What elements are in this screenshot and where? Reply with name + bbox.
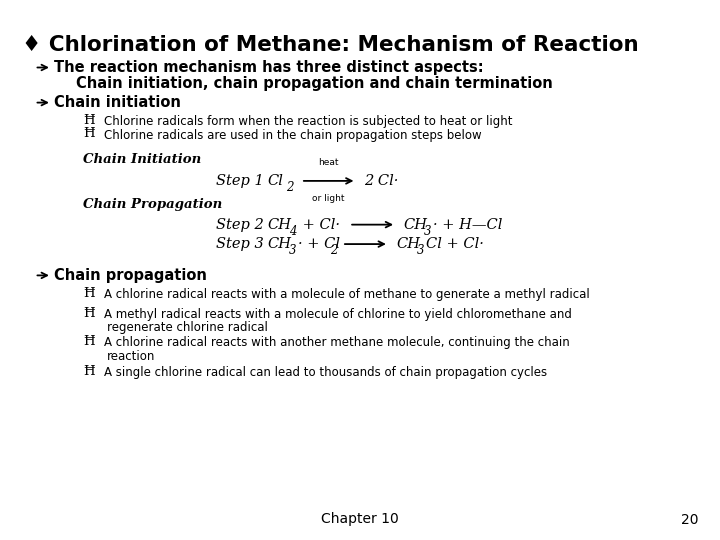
Text: Ħ: Ħ <box>83 335 94 348</box>
Text: reaction: reaction <box>107 350 155 363</box>
Text: Cl + Cl·: Cl + Cl· <box>426 237 484 251</box>
Text: Ħ: Ħ <box>83 365 94 378</box>
Text: 2: 2 <box>286 181 293 194</box>
Text: 2 Cl·: 2 Cl· <box>364 174 398 188</box>
Text: CH: CH <box>268 237 292 251</box>
Text: A methyl radical reacts with a molecule of chlorine to yield chloromethane and: A methyl radical reacts with a molecule … <box>104 308 572 321</box>
Text: Chain initiation: Chain initiation <box>54 95 181 110</box>
Text: Step 3: Step 3 <box>216 237 264 251</box>
Text: Step 2: Step 2 <box>216 218 264 232</box>
Text: A chlorine radical reacts with another methane molecule, continuing the chain: A chlorine radical reacts with another m… <box>104 336 570 349</box>
Text: CH: CH <box>268 218 292 232</box>
Text: Chain Propagation: Chain Propagation <box>83 198 222 211</box>
Text: Chlorine radicals are used in the chain propagation steps below: Chlorine radicals are used in the chain … <box>104 129 482 141</box>
Text: CH: CH <box>396 237 420 251</box>
Text: Step 1: Step 1 <box>216 174 264 188</box>
Text: Chlorine radicals form when the reaction is subjected to heat or light: Chlorine radicals form when the reaction… <box>104 115 513 128</box>
Text: Ħ: Ħ <box>83 114 94 127</box>
Text: The reaction mechanism has three distinct aspects:: The reaction mechanism has three distinc… <box>54 60 484 75</box>
Text: heat: heat <box>318 158 339 167</box>
Text: 3: 3 <box>417 244 424 257</box>
Text: Chain propagation: Chain propagation <box>54 268 207 283</box>
Text: A chlorine radical reacts with a molecule of methane to generate a methyl radica: A chlorine radical reacts with a molecul… <box>104 288 590 301</box>
Text: or light: or light <box>312 194 345 204</box>
Text: Ħ: Ħ <box>83 307 94 320</box>
Text: ♦ Chlorination of Methane: Mechanism of Reaction: ♦ Chlorination of Methane: Mechanism of … <box>22 35 638 55</box>
Text: A single chlorine radical can lead to thousands of chain propagation cycles: A single chlorine radical can lead to th… <box>104 366 547 379</box>
Text: Chain Initiation: Chain Initiation <box>83 153 201 166</box>
Text: CH: CH <box>403 218 427 232</box>
Text: + Cl·: + Cl· <box>298 218 340 232</box>
Text: 3: 3 <box>289 244 296 257</box>
Text: · + H—Cl: · + H—Cl <box>433 218 503 232</box>
Text: 2: 2 <box>330 244 338 257</box>
Text: · + Cl: · + Cl <box>298 237 340 251</box>
Text: 3: 3 <box>424 225 431 238</box>
Text: regenerate chlorine radical: regenerate chlorine radical <box>107 321 267 334</box>
Text: Cl: Cl <box>268 174 284 188</box>
Text: Ħ: Ħ <box>83 287 94 300</box>
Text: Chapter 10: Chapter 10 <box>321 512 399 526</box>
Text: Ħ: Ħ <box>83 127 94 140</box>
Text: Chain initiation, chain propagation and chain termination: Chain initiation, chain propagation and … <box>76 76 552 91</box>
Text: 20: 20 <box>681 512 698 526</box>
Text: 4: 4 <box>289 225 296 238</box>
